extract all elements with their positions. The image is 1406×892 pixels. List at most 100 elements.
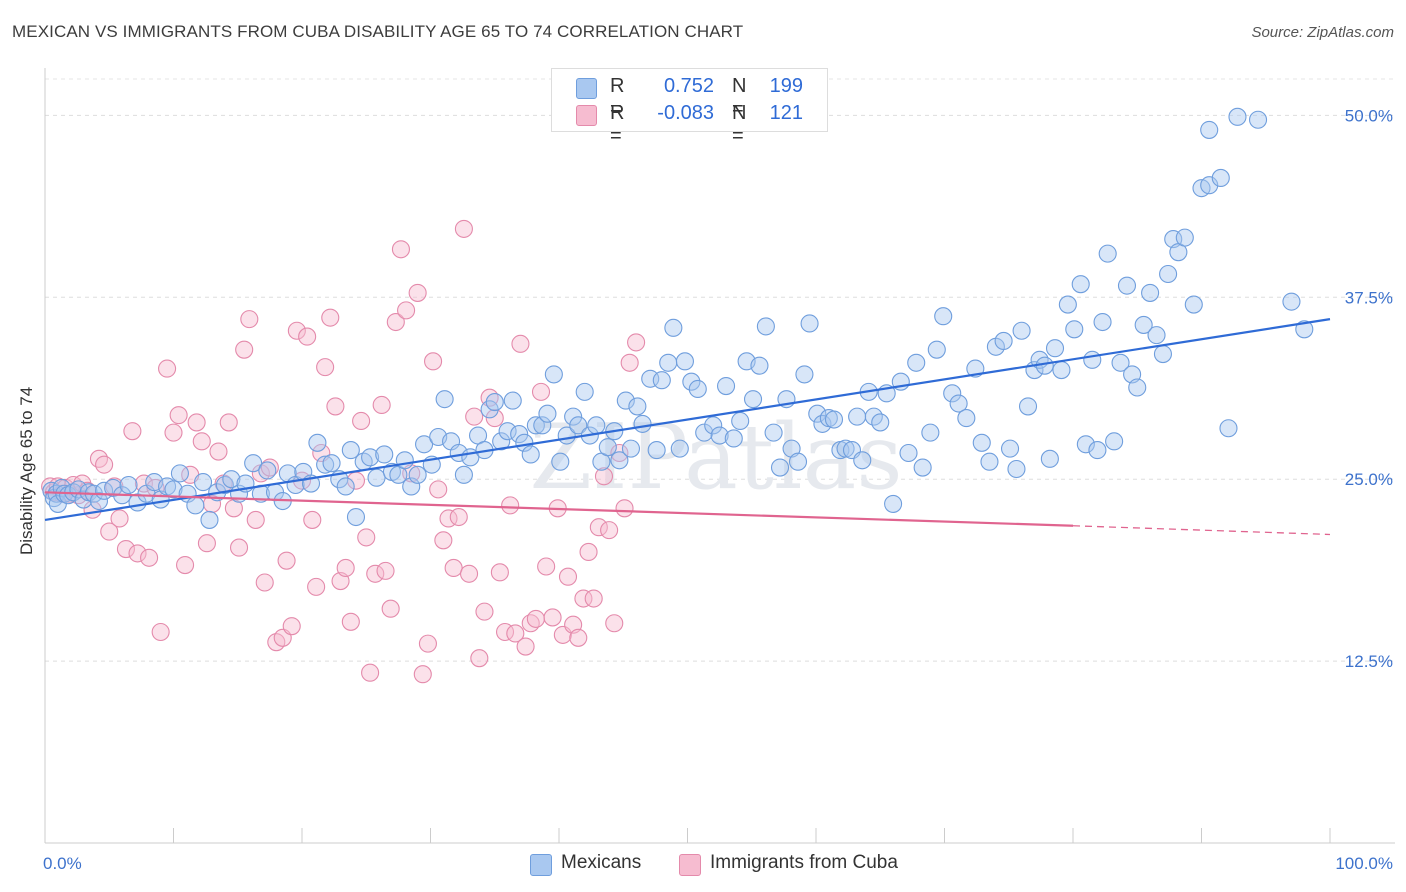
data-point-mexicans	[871, 413, 890, 432]
axes	[44, 68, 1395, 844]
data-point-cuba	[376, 561, 395, 580]
series-cuba-points	[41, 219, 646, 684]
data-point-cuba	[470, 649, 489, 668]
data-point-mexicans	[1184, 295, 1203, 314]
data-point-cuba	[605, 614, 624, 633]
data-point-cuba	[164, 423, 183, 442]
data-point-mexicans	[824, 410, 844, 429]
data-point-mexicans	[1000, 439, 1020, 458]
data-point-cuba	[543, 608, 562, 627]
data-point-cuba	[459, 564, 479, 583]
data-point-mexicans	[647, 441, 666, 460]
data-point-cuba	[600, 521, 619, 540]
data-point-cuba	[197, 534, 216, 553]
data-point-mexicans	[492, 432, 511, 451]
data-point-mexicans	[1134, 315, 1153, 334]
data-point-cuba	[627, 333, 646, 352]
data-point-mexicans	[659, 353, 678, 372]
data-point-mexicans	[1175, 228, 1194, 247]
data-point-mexicans	[1117, 276, 1137, 295]
data-point-cuba	[610, 443, 629, 463]
data-point-mexicans	[526, 416, 545, 435]
data-point-mexicans	[1211, 168, 1230, 188]
data-point-cuba	[277, 551, 296, 570]
data-point-mexicans	[641, 369, 660, 388]
data-point-mexicans	[170, 464, 189, 483]
data-point-mexicans	[1071, 275, 1090, 294]
data-point-cuba	[465, 407, 484, 426]
data-point-mexicans	[454, 465, 473, 484]
data-point-mexicans	[498, 422, 517, 441]
data-point-cuba	[511, 334, 530, 353]
data-point-mexicans	[1219, 419, 1238, 438]
data-point-mexicans	[186, 496, 205, 515]
data-point-cuba	[381, 599, 400, 618]
data-point-mexicans	[564, 407, 583, 426]
data-point-cuba	[397, 301, 416, 320]
data-point-mexicans	[395, 451, 414, 470]
data-point-cuba	[95, 455, 114, 474]
data-point-mexicans	[119, 475, 138, 495]
data-point-mexicans	[569, 416, 588, 435]
data-point-mexicans	[1018, 397, 1038, 416]
data-point-mexicans	[1040, 449, 1059, 468]
data-point-mexicans	[1058, 295, 1077, 314]
data-point-cuba	[110, 509, 129, 528]
data-point-cuba	[579, 542, 598, 562]
data-point-cuba	[255, 573, 274, 592]
data-point-mexicans	[921, 423, 940, 442]
data-point-mexicans	[341, 441, 360, 460]
data-point-mexicans	[1200, 176, 1219, 195]
data-point-mexicans	[164, 480, 183, 499]
trend-line-mexicans	[44, 318, 1331, 522]
legend-r-label: R =	[610, 102, 625, 147]
data-point-mexicans	[675, 352, 694, 371]
data-point-mexicans	[1153, 344, 1172, 364]
chart-title: MEXICAN VS IMMIGRANTS FROM CUBA DISABILI…	[12, 22, 744, 41]
data-point-cuba	[372, 395, 391, 415]
data-point-mexicans	[1045, 339, 1065, 358]
data-point-mexicans	[322, 454, 341, 473]
data-point-mexicans	[899, 443, 918, 463]
data-point-mexicans	[664, 318, 683, 337]
data-point-mexicans	[1295, 320, 1314, 339]
source-label: Source: ZipAtlas.com	[1251, 24, 1394, 41]
data-point-mexicans	[770, 458, 790, 477]
data-point-mexicans	[710, 426, 729, 445]
data-point-cuba	[594, 467, 614, 486]
data-point-cuba	[558, 567, 578, 586]
legend-n-value: 121	[769, 102, 803, 124]
trend-line-cuba-extrapolated	[1072, 525, 1331, 536]
data-point-mexicans	[1012, 321, 1031, 340]
data-point-cuba	[224, 499, 243, 518]
data-point-cuba	[176, 555, 195, 575]
data-point-mexicans	[200, 510, 219, 529]
legend-r-label: R =	[610, 75, 625, 120]
data-point-mexicans	[1105, 432, 1124, 451]
data-point-cuba	[240, 310, 259, 329]
data-point-mexicans	[503, 391, 522, 410]
data-point-cuba	[501, 496, 520, 515]
data-point-mexicans	[222, 470, 241, 489]
data-point-mexicans	[884, 494, 903, 513]
data-point-mexicans	[800, 314, 819, 333]
data-point-mexicans	[1282, 292, 1301, 311]
data-point-mexicans	[724, 429, 743, 448]
data-point-cuba	[449, 507, 468, 527]
data-point-mexicans	[1093, 312, 1112, 332]
data-point-mexicans	[1088, 441, 1107, 460]
data-point-cuba	[490, 563, 509, 582]
data-point-mexicans	[704, 416, 723, 435]
data-point-mexicans	[104, 478, 123, 497]
data-point-mexicans	[544, 365, 563, 384]
data-point-cuba	[123, 422, 142, 441]
data-point-cuba	[516, 637, 535, 656]
data-point-cuba	[531, 382, 551, 401]
data-point-mexicans	[1147, 326, 1166, 345]
data-point-cuba	[537, 557, 556, 576]
data-point-cuba	[89, 449, 109, 468]
data-point-cuba	[326, 397, 345, 416]
data-point-cuba	[574, 589, 593, 608]
data-point-mexicans	[89, 491, 109, 511]
